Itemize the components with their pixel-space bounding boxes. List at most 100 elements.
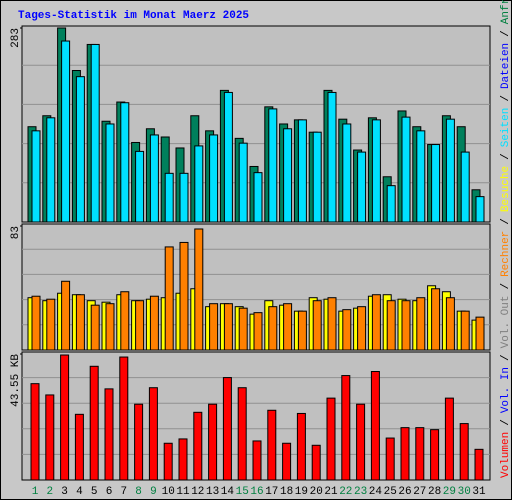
- x-tick-label: 17: [265, 486, 278, 498]
- x-tick-label: 21: [324, 486, 338, 498]
- bar: [208, 403, 218, 481]
- x-tick-label: 7: [120, 486, 127, 498]
- y-tick-label: 43.55 KB: [10, 354, 22, 407]
- bar: [342, 309, 352, 351]
- bar: [327, 91, 337, 223]
- bar: [75, 294, 85, 351]
- legend-separator: /: [500, 153, 512, 160]
- bar: [31, 130, 41, 223]
- bar: [120, 291, 130, 351]
- bar: [178, 438, 188, 481]
- bar: [120, 102, 130, 223]
- bar: [460, 310, 470, 351]
- legend-separator: /: [500, 218, 512, 225]
- x-tick-label: 18: [280, 486, 293, 498]
- bar: [104, 388, 114, 481]
- legend-entry: Rechner: [500, 231, 512, 277]
- x-tick-label: 2: [46, 486, 53, 498]
- bar: [431, 144, 441, 223]
- x-tick-label: 14: [221, 486, 235, 498]
- bar: [356, 403, 366, 481]
- x-tick-label: 26: [398, 486, 411, 498]
- bar: [342, 123, 352, 223]
- legend-separator: /: [500, 283, 512, 290]
- bar: [135, 150, 145, 223]
- bar: [60, 354, 70, 481]
- x-tick-label: 23: [354, 486, 367, 498]
- bar: [268, 108, 278, 223]
- x-tick-label: 19: [295, 486, 308, 498]
- bar: [444, 397, 454, 481]
- y-tick-label: 283: [10, 28, 22, 48]
- bar: [445, 297, 455, 351]
- bar: [297, 119, 307, 223]
- bar: [416, 130, 426, 223]
- bar: [119, 356, 129, 481]
- bar: [222, 377, 232, 481]
- x-tick-label: 16: [250, 486, 263, 498]
- x-tick-label: 31: [472, 486, 486, 498]
- legend-separator: /: [500, 354, 512, 361]
- bar: [163, 442, 173, 481]
- bar: [209, 134, 219, 223]
- legend-separator: /: [500, 30, 512, 37]
- bar: [401, 300, 411, 351]
- legend-entry: Volumen: [500, 432, 512, 478]
- bar: [46, 117, 56, 223]
- legend-separator: /: [500, 419, 512, 426]
- bar: [297, 310, 307, 351]
- bar: [223, 91, 233, 223]
- bar: [327, 297, 337, 351]
- x-tick-label: 27: [413, 486, 426, 498]
- x-tick-label: 15: [236, 486, 249, 498]
- bar: [253, 312, 263, 351]
- bar: [371, 294, 381, 351]
- bar: [385, 437, 395, 481]
- bar: [268, 306, 278, 351]
- bar: [209, 303, 219, 351]
- legend-entry: Dateien: [500, 43, 512, 89]
- bar: [475, 196, 485, 223]
- x-tick-label: 13: [206, 486, 219, 498]
- bar: [386, 185, 396, 223]
- bar: [90, 304, 100, 351]
- bar: [326, 397, 336, 481]
- legend-entry: Seiten: [500, 108, 512, 148]
- x-tick-label: 4: [76, 486, 83, 498]
- bar: [45, 394, 55, 481]
- bar: [149, 295, 159, 351]
- x-tick-label: 3: [61, 486, 68, 498]
- x-tick-label: 11: [176, 486, 190, 498]
- x-tick-label: 22: [339, 486, 352, 498]
- bar: [312, 300, 322, 351]
- bar: [431, 288, 441, 351]
- bar: [474, 448, 484, 481]
- bar: [74, 413, 84, 481]
- chart-title: Tages-Statistik im Monat Maerz 2025: [18, 10, 249, 22]
- bar: [267, 409, 277, 481]
- bar: [223, 303, 233, 351]
- bar: [415, 427, 425, 481]
- bar: [90, 43, 100, 223]
- bar: [445, 118, 455, 223]
- x-tick-label: 29: [443, 486, 456, 498]
- legend-entry: Besuche: [500, 166, 512, 212]
- bar: [30, 383, 40, 481]
- bar: [164, 246, 174, 351]
- bar: [252, 440, 262, 481]
- bar: [134, 403, 144, 481]
- bar: [238, 142, 248, 223]
- bar: [179, 241, 189, 351]
- bar: [135, 300, 145, 351]
- bar: [430, 429, 440, 481]
- bar: [61, 40, 71, 223]
- bar: [46, 298, 56, 351]
- x-tick-label: 24: [369, 486, 383, 498]
- bar: [475, 316, 485, 351]
- x-tick-label: 25: [384, 486, 397, 498]
- bar: [311, 444, 321, 481]
- bar: [89, 365, 99, 481]
- bar: [149, 134, 159, 223]
